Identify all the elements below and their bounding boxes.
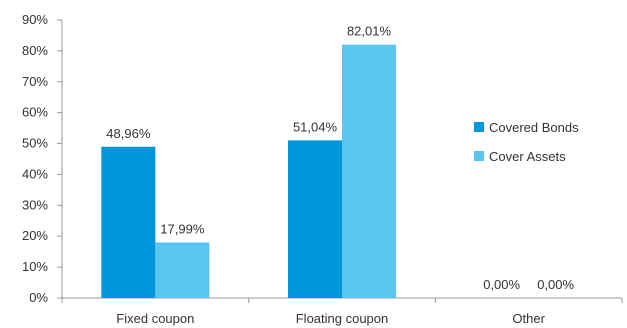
y-tick-label: 90% bbox=[22, 12, 48, 27]
y-tick-label: 40% bbox=[22, 166, 48, 181]
x-axis: Fixed coupon Floating coupon Other bbox=[61, 297, 623, 326]
y-tick-label: 50% bbox=[22, 136, 48, 151]
bar bbox=[155, 242, 210, 298]
y-tick-label: 30% bbox=[22, 197, 48, 212]
y-tick-label: 20% bbox=[22, 228, 48, 243]
data-label: 82,01% bbox=[347, 24, 392, 39]
legend-label: Covered Bonds bbox=[489, 120, 579, 135]
bar bbox=[101, 146, 156, 298]
legend-swatch bbox=[474, 122, 484, 132]
y-tick-label: 80% bbox=[22, 43, 48, 58]
y-tick-label: 70% bbox=[22, 74, 48, 89]
y-axis: 0% 10% 20% 30% 40% 50% 60% 70% 80% 90% bbox=[22, 12, 63, 305]
bar bbox=[288, 140, 342, 298]
y-tick-label: 10% bbox=[22, 259, 48, 274]
data-labels: 48,96% 17,99% 51,04% 82,01% 0,00% 0,00% bbox=[106, 24, 574, 292]
data-label: 51,04% bbox=[293, 119, 338, 134]
category-label: Floating coupon bbox=[296, 311, 389, 326]
legend-swatch bbox=[474, 151, 484, 161]
category-label: Fixed coupon bbox=[116, 311, 194, 326]
bars bbox=[101, 44, 396, 298]
bar bbox=[342, 44, 396, 298]
legend-label: Cover Assets bbox=[489, 149, 566, 164]
data-label: 0,00% bbox=[537, 277, 574, 292]
data-label: 48,96% bbox=[106, 126, 151, 141]
data-label: 0,00% bbox=[483, 277, 520, 292]
legend: Covered Bonds Cover Assets bbox=[474, 120, 579, 164]
data-label: 17,99% bbox=[160, 221, 205, 236]
y-tick-label: 60% bbox=[22, 105, 48, 120]
category-label: Other bbox=[512, 311, 545, 326]
y-tick-label: 0% bbox=[29, 290, 48, 305]
